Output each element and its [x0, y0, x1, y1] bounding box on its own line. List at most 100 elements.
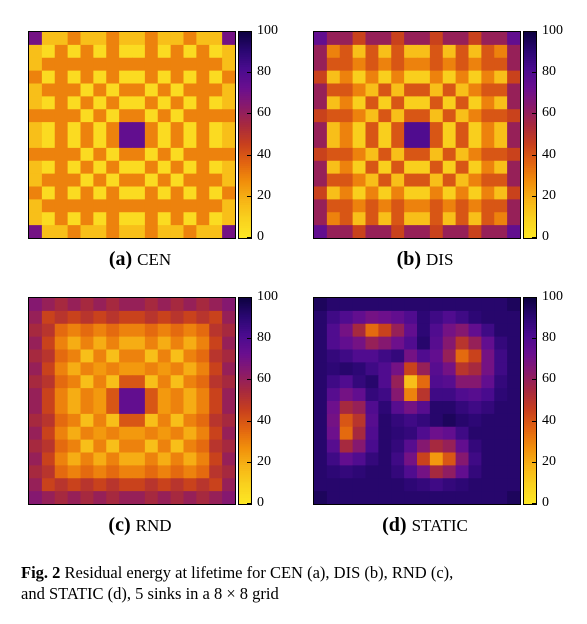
- heatmap-cell: [339, 310, 354, 325]
- heatmap-cell: [222, 199, 235, 213]
- colorbar-segment: [239, 485, 251, 489]
- heatmap-cell: [455, 465, 469, 479]
- heatmap-cell: [481, 83, 495, 97]
- heatmap-cell: [494, 439, 508, 453]
- heatmap-cell: [132, 336, 146, 350]
- heatmap-cell: [67, 426, 81, 441]
- colorbar-segment: [239, 192, 251, 196]
- colorbar-segment: [524, 401, 536, 404]
- heatmap-cell: [468, 478, 482, 492]
- colorbar-segment: [524, 36, 536, 39]
- colorbar-tick-label: 20: [257, 187, 271, 203]
- colorbar-tick: [532, 461, 536, 463]
- heatmap-cell: [442, 375, 457, 389]
- heatmap-cell: [391, 32, 405, 46]
- heatmap-cell: [67, 147, 81, 162]
- heatmap-cell: [29, 57, 43, 72]
- colorbar-segment: [524, 186, 536, 190]
- heatmap-cell: [209, 465, 223, 479]
- heatmap-cell: [41, 32, 56, 46]
- heatmap-cell: [170, 298, 184, 312]
- heatmap-cell: [41, 173, 56, 187]
- heatmap-cell: [170, 109, 184, 123]
- heatmap-cell: [29, 413, 43, 428]
- heatmap-cell: [29, 83, 43, 97]
- heatmap-cell: [106, 225, 120, 238]
- heatmap-cell: [196, 349, 210, 363]
- colorbar-segment: [239, 58, 251, 62]
- heatmap-cell: [41, 212, 56, 226]
- colorbar-segment: [524, 182, 536, 185]
- heatmap-cell: [183, 57, 197, 72]
- heatmap-cell: [157, 225, 172, 238]
- heatmap-cell: [365, 173, 379, 187]
- colorbar-segment: [524, 219, 536, 223]
- panel-letter: d: [388, 514, 400, 536]
- colorbar-segment: [524, 392, 536, 396]
- heatmap-cell: [41, 147, 56, 162]
- heatmap-cell: [67, 310, 81, 325]
- heatmap-cell: [93, 212, 107, 226]
- heatmap-cell: [481, 413, 495, 428]
- colorbar-segment: [524, 347, 536, 350]
- heatmap-cell: [41, 186, 56, 200]
- heatmap-cell: [455, 32, 469, 46]
- heatmap-cell: [157, 147, 172, 162]
- colorbar-segment: [524, 355, 536, 359]
- colorbar-segment: [239, 425, 251, 429]
- heatmap-cell: [417, 388, 431, 402]
- heatmap-cell: [352, 83, 366, 97]
- heatmap-cell: [326, 452, 341, 466]
- heatmap-cell: [183, 70, 197, 84]
- heatmap-cell: [222, 323, 235, 338]
- heatmap-cell: [209, 401, 223, 415]
- heatmap-cell: [314, 310, 328, 325]
- heatmap-cell: [106, 212, 120, 226]
- heatmap-cell: [67, 32, 81, 46]
- heatmap-cell: [222, 413, 235, 428]
- heatmap-cell: [209, 83, 223, 97]
- heatmap-cell: [442, 83, 457, 97]
- heatmap-cell: [326, 388, 341, 402]
- heatmap-cell: [54, 147, 69, 162]
- colorbar-segment: [524, 48, 536, 52]
- heatmap-cell: [41, 491, 56, 504]
- colorbar-segment: [239, 477, 251, 480]
- colorbar-tick-label: 0: [257, 229, 264, 244]
- heatmap-cell: [183, 310, 197, 325]
- colorbar-segment: [239, 221, 251, 225]
- heatmap-cell: [378, 83, 392, 97]
- heatmap-cell: [339, 32, 354, 46]
- heatmap-cell: [339, 323, 354, 338]
- heatmap-cell: [183, 298, 197, 312]
- heatmap-cell: [54, 160, 69, 175]
- heatmap-cell: [404, 83, 418, 97]
- heatmap-cell: [183, 491, 197, 504]
- heatmap-cell: [417, 186, 431, 200]
- heatmap-cell: [352, 349, 366, 363]
- heatmap-cell: [144, 160, 159, 175]
- heatmap-cell: [352, 225, 366, 238]
- colorbar-segment: [239, 149, 251, 152]
- heatmap-cell: [29, 109, 43, 123]
- heatmap-cell: [455, 70, 469, 84]
- colorbar-segment: [239, 444, 251, 447]
- heatmap-cell: [429, 310, 444, 325]
- colorbar-segment: [524, 114, 536, 117]
- colorbar-segment: [239, 205, 251, 208]
- heatmap-cell: [222, 452, 235, 466]
- heatmap-cell: [339, 147, 354, 162]
- heatmap-cell: [196, 465, 210, 479]
- colorbar-segment: [239, 202, 251, 206]
- heatmap-cell: [314, 336, 328, 350]
- heatmap-cell: [106, 186, 120, 200]
- heatmap-cell: [93, 336, 107, 350]
- colorbar-segment: [524, 221, 536, 225]
- heatmap-cell: [468, 426, 482, 441]
- heatmap-cell: [417, 212, 431, 226]
- colorbar-segment: [524, 200, 536, 204]
- colorbar-tick: [247, 338, 251, 340]
- colorbar-d: [523, 297, 537, 505]
- heatmap-cell: [41, 310, 56, 325]
- heatmap-cell: [54, 310, 69, 325]
